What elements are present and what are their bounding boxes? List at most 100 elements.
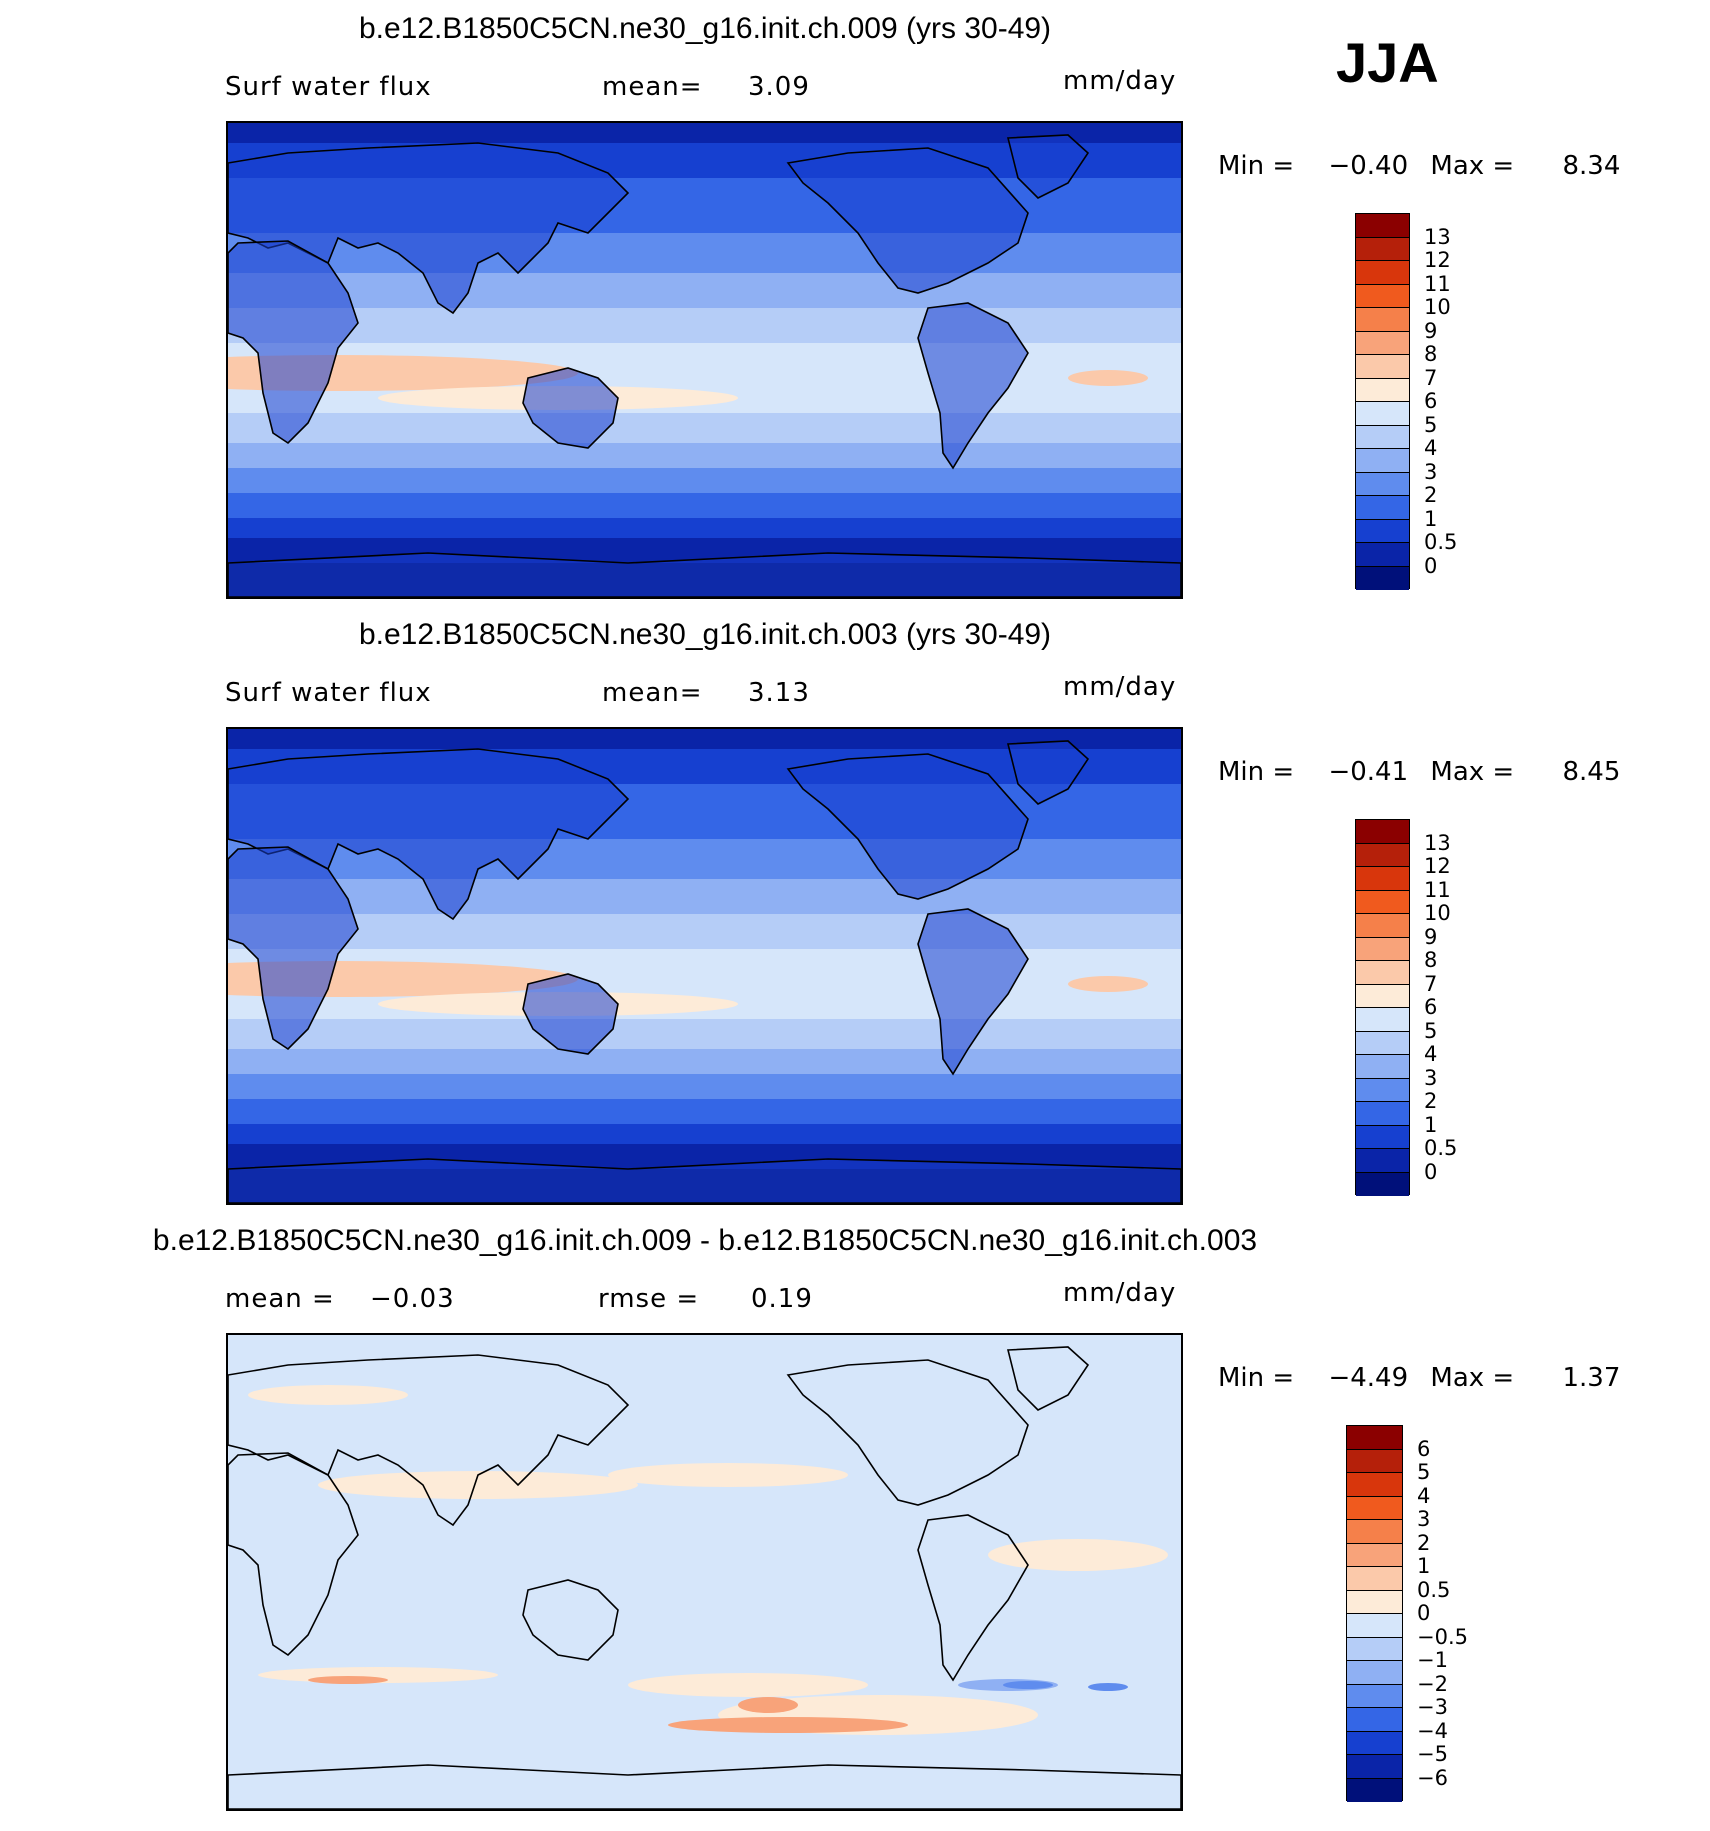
- anomaly-blob: [738, 1697, 798, 1713]
- field-band: [228, 468, 1181, 493]
- colorbar-tick-label: −4: [1417, 1718, 1448, 1743]
- colorbar-swatch: [1347, 1637, 1402, 1661]
- colorbar-tick-label: 0: [1417, 1601, 1431, 1625]
- colorbar-swatch: [1356, 261, 1409, 285]
- max-label: Max =: [1430, 151, 1515, 181]
- colorbar-swatch: [1356, 1125, 1409, 1149]
- warm-anomaly: [1068, 976, 1148, 992]
- coastline: [786, 753, 1029, 900]
- colorbar-swatch: [1356, 449, 1409, 473]
- colorbar-tick-label: 4: [1424, 436, 1438, 460]
- colorbar-swatch: [1347, 1614, 1402, 1638]
- colorbar-tick-label: 2: [1417, 1530, 1431, 1555]
- colorbar-swatch: [1347, 1778, 1402, 1802]
- colorbar-swatch: [1356, 543, 1409, 567]
- units-label: mm/day: [1063, 1278, 1177, 1308]
- colorbar-tick-label: 1: [1417, 1554, 1431, 1578]
- map-difference: [226, 1333, 1183, 1811]
- colorbar-swatch: [1356, 843, 1409, 867]
- colorbar-tick-label: −1: [1417, 1648, 1448, 1672]
- colorbar-tick-label: 2: [1424, 483, 1438, 507]
- coastline: [522, 1579, 619, 1661]
- field-band: [228, 1335, 1181, 1809]
- warm-anomaly: [1068, 370, 1148, 386]
- coastline: [228, 1158, 1181, 1203]
- colorbar-tick-label: 11: [1424, 271, 1451, 296]
- colorbar-tick-label: 3: [1424, 1065, 1438, 1090]
- field-band: [228, 518, 1181, 538]
- field-band: [228, 1124, 1181, 1144]
- mean-label: mean=: [602, 72, 703, 102]
- coastline: [522, 973, 619, 1055]
- coastline: [917, 908, 1029, 1076]
- max-label: Max =: [1430, 757, 1515, 787]
- colorbar-swatch: [1356, 820, 1409, 844]
- colorbar-swatch: [1347, 1708, 1402, 1732]
- colorbar-swatch: [1356, 1055, 1409, 1079]
- colorbar-tick-label: 6: [1424, 389, 1438, 413]
- rmse-label: rmse =: [598, 1284, 700, 1314]
- min-value: −4.49: [1328, 1363, 1409, 1393]
- map-field: [228, 729, 1181, 1203]
- colorbar-tick-label: 5: [1424, 412, 1438, 437]
- panel-title: b.e12.B1850C5CN.ne30_g16.init.ch.009 - b…: [152, 1224, 1258, 1257]
- variable-label: Surf water flux: [225, 678, 432, 708]
- colorbar-tick-label: 3: [1417, 1507, 1431, 1531]
- map-ch003: [226, 727, 1183, 1205]
- colorbar-swatch: [1356, 937, 1409, 961]
- coastline: [522, 367, 619, 449]
- min-label: Min =: [1218, 151, 1295, 181]
- colorbar-tick-label: 13: [1424, 224, 1451, 249]
- min-max-readout: Min = −0.41 Max = 8.45: [1218, 757, 1620, 787]
- colorbar-swatch: [1347, 1731, 1402, 1755]
- anomaly-blob: [628, 1673, 868, 1697]
- anomaly-blob: [608, 1463, 848, 1487]
- colorbar-swatch: [1356, 1172, 1409, 1196]
- colorbar-swatch: [1356, 355, 1409, 379]
- colorbar-swatch: [1356, 308, 1409, 332]
- max-value: 1.37: [1562, 1363, 1621, 1393]
- colorbar-swatch: [1356, 237, 1409, 261]
- anomaly-blob: [988, 1539, 1168, 1571]
- coastline: [786, 1359, 1029, 1506]
- field-band: [228, 273, 1181, 308]
- coastline: [228, 1354, 630, 1527]
- colorbar-swatch: [1356, 331, 1409, 355]
- colorbar-tick-label: 12: [1424, 854, 1451, 878]
- mean-label: mean =: [225, 1284, 335, 1314]
- colorbar-tick-label: −0.5: [1417, 1624, 1468, 1649]
- field-band: [228, 493, 1181, 518]
- panel-title: b.e12.B1850C5CN.ne30_g16.init.ch.009 (yr…: [358, 12, 1052, 45]
- colorbar-tick-label: 4: [1424, 1042, 1438, 1066]
- field-band: [228, 1099, 1181, 1124]
- coastline: [917, 1514, 1029, 1682]
- units-label: mm/day: [1063, 672, 1177, 702]
- colorbar-tick-label: 10: [1424, 901, 1451, 925]
- colorbar-tick-label: 5: [1424, 1018, 1438, 1043]
- colorbar-tick-label: 0.5: [1417, 1577, 1451, 1602]
- field-band: [228, 879, 1181, 914]
- colorbar-swatch: [1356, 284, 1409, 308]
- anomaly-blob: [248, 1385, 408, 1405]
- colorbar-tick-label: 1: [1424, 1112, 1438, 1137]
- colorbar-tick-label: 0.5: [1424, 1136, 1458, 1160]
- rmse-value: 0.19: [751, 1284, 813, 1314]
- field-band: [228, 413, 1181, 443]
- colorbar-swatch: [1347, 1543, 1402, 1567]
- coastline: [786, 147, 1029, 294]
- variable-label: Surf water flux: [225, 72, 432, 102]
- colorbar-swatch: [1347, 1496, 1402, 1520]
- colorbar-swatch: [1347, 1473, 1402, 1497]
- min-value: −0.40: [1328, 151, 1409, 181]
- field-band: [228, 1049, 1181, 1074]
- max-value: 8.45: [1562, 757, 1621, 787]
- coastline: [228, 1452, 359, 1657]
- field-band: [228, 1019, 1181, 1049]
- coastline: [1006, 1346, 1090, 1411]
- colorbar-tick-label: 6: [1424, 995, 1438, 1019]
- mean-value: 3.09: [748, 72, 810, 102]
- colorbar-tick-label: 2: [1424, 1089, 1438, 1113]
- coastline: [228, 552, 1181, 597]
- colorbar-swatch: [1356, 1078, 1409, 1102]
- field-band: [228, 1074, 1181, 1099]
